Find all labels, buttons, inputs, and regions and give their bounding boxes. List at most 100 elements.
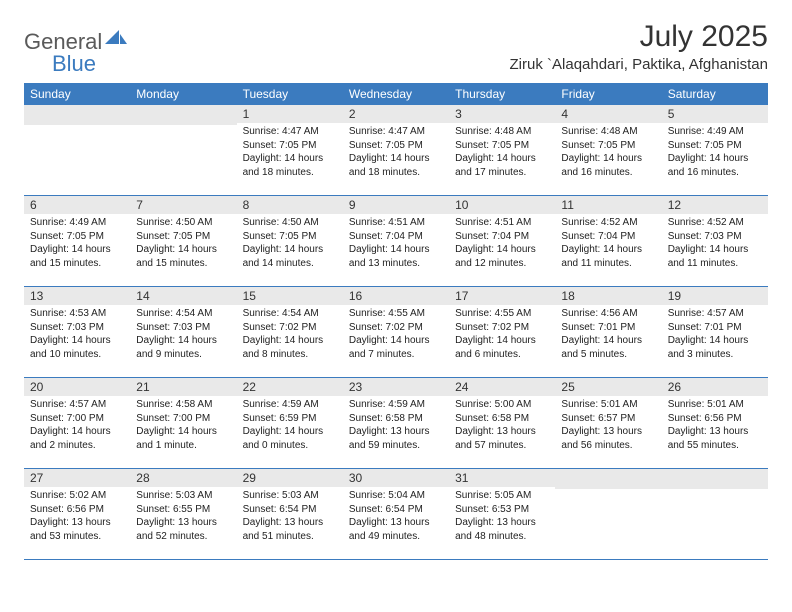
sunset-text: Sunset: 7:03 PM (668, 230, 762, 244)
day-number: 2 (343, 105, 449, 123)
month-title: July 2025 (510, 20, 768, 54)
daylight-text: Daylight: 14 hours and 13 minutes. (349, 243, 443, 270)
calendar-cell: 10Sunrise: 4:51 AMSunset: 7:04 PMDayligh… (449, 196, 555, 287)
day-details: Sunrise: 4:48 AMSunset: 7:05 PMDaylight:… (555, 123, 661, 183)
day-header: Tuesday (237, 83, 343, 105)
daylight-text: Daylight: 14 hours and 6 minutes. (455, 334, 549, 361)
day-details: Sunrise: 4:47 AMSunset: 7:05 PMDaylight:… (237, 123, 343, 183)
calendar-cell: 30Sunrise: 5:04 AMSunset: 6:54 PMDayligh… (343, 469, 449, 560)
day-details: Sunrise: 4:56 AMSunset: 7:01 PMDaylight:… (555, 305, 661, 365)
sunset-text: Sunset: 6:54 PM (243, 503, 337, 517)
sunrise-text: Sunrise: 5:01 AM (668, 398, 762, 412)
day-details: Sunrise: 5:03 AMSunset: 6:54 PMDaylight:… (237, 487, 343, 547)
day-details: Sunrise: 5:00 AMSunset: 6:58 PMDaylight:… (449, 396, 555, 456)
day-details: Sunrise: 4:53 AMSunset: 7:03 PMDaylight:… (24, 305, 130, 365)
daylight-text: Daylight: 13 hours and 53 minutes. (30, 516, 124, 543)
daylight-text: Daylight: 13 hours and 51 minutes. (243, 516, 337, 543)
calendar-cell: 23Sunrise: 4:59 AMSunset: 6:58 PMDayligh… (343, 378, 449, 469)
sunset-text: Sunset: 6:59 PM (243, 412, 337, 426)
daylight-text: Daylight: 13 hours and 55 minutes. (668, 425, 762, 452)
day-number: 8 (237, 196, 343, 214)
sunrise-text: Sunrise: 4:52 AM (561, 216, 655, 230)
calendar-cell: 28Sunrise: 5:03 AMSunset: 6:55 PMDayligh… (130, 469, 236, 560)
sunset-text: Sunset: 7:03 PM (30, 321, 124, 335)
sunrise-text: Sunrise: 4:47 AM (349, 125, 443, 139)
day-details: Sunrise: 5:01 AMSunset: 6:56 PMDaylight:… (662, 396, 768, 456)
calendar-cell: 2Sunrise: 4:47 AMSunset: 7:05 PMDaylight… (343, 105, 449, 196)
sunset-text: Sunset: 7:05 PM (30, 230, 124, 244)
sunrise-text: Sunrise: 4:58 AM (136, 398, 230, 412)
sunset-text: Sunset: 7:04 PM (455, 230, 549, 244)
sunset-text: Sunset: 7:04 PM (349, 230, 443, 244)
day-number: 3 (449, 105, 555, 123)
day-number: 17 (449, 287, 555, 305)
sunrise-text: Sunrise: 4:50 AM (243, 216, 337, 230)
calendar-cell: 12Sunrise: 4:52 AMSunset: 7:03 PMDayligh… (662, 196, 768, 287)
day-number-bar (130, 105, 236, 125)
daylight-text: Daylight: 14 hours and 8 minutes. (243, 334, 337, 361)
daylight-text: Daylight: 14 hours and 17 minutes. (455, 152, 549, 179)
day-details: Sunrise: 4:57 AMSunset: 7:01 PMDaylight:… (662, 305, 768, 365)
day-details: Sunrise: 4:55 AMSunset: 7:02 PMDaylight:… (449, 305, 555, 365)
daylight-text: Daylight: 13 hours and 56 minutes. (561, 425, 655, 452)
sunrise-text: Sunrise: 4:55 AM (455, 307, 549, 321)
day-details: Sunrise: 4:51 AMSunset: 7:04 PMDaylight:… (449, 214, 555, 274)
sunrise-text: Sunrise: 4:48 AM (561, 125, 655, 139)
day-number: 27 (24, 469, 130, 487)
calendar-cell (24, 105, 130, 196)
day-number: 20 (24, 378, 130, 396)
daylight-text: Daylight: 14 hours and 15 minutes. (136, 243, 230, 270)
day-number: 18 (555, 287, 661, 305)
day-number: 21 (130, 378, 236, 396)
calendar-cell: 4Sunrise: 4:48 AMSunset: 7:05 PMDaylight… (555, 105, 661, 196)
day-details: Sunrise: 4:49 AMSunset: 7:05 PMDaylight:… (24, 214, 130, 274)
day-number: 31 (449, 469, 555, 487)
sunrise-text: Sunrise: 4:57 AM (30, 398, 124, 412)
daylight-text: Daylight: 13 hours and 48 minutes. (455, 516, 549, 543)
day-number: 23 (343, 378, 449, 396)
sunrise-text: Sunrise: 4:50 AM (136, 216, 230, 230)
day-details: Sunrise: 5:04 AMSunset: 6:54 PMDaylight:… (343, 487, 449, 547)
sunset-text: Sunset: 7:01 PM (561, 321, 655, 335)
day-number: 30 (343, 469, 449, 487)
calendar-cell: 1Sunrise: 4:47 AMSunset: 7:05 PMDaylight… (237, 105, 343, 196)
daylight-text: Daylight: 14 hours and 10 minutes. (30, 334, 124, 361)
sunrise-text: Sunrise: 5:01 AM (561, 398, 655, 412)
sunset-text: Sunset: 6:58 PM (455, 412, 549, 426)
sunrise-text: Sunrise: 4:56 AM (561, 307, 655, 321)
sunrise-text: Sunrise: 5:02 AM (30, 489, 124, 503)
calendar-page: General Blue July 2025 Ziruk `Alaqahdari… (0, 0, 792, 580)
calendar-cell: 20 Sunrise: 4:57 AMSunset: 7:00 PMDayligh… (24, 378, 130, 469)
day-number-bar (555, 469, 661, 489)
day-number: 9 (343, 196, 449, 214)
calendar-cell: 3Sunrise: 4:48 AMSunset: 7:05 PMDaylight… (449, 105, 555, 196)
daylight-text: Daylight: 13 hours and 52 minutes. (136, 516, 230, 543)
calendar-cell: 5Sunrise: 4:49 AMSunset: 7:05 PMDaylight… (662, 105, 768, 196)
sunset-text: Sunset: 7:01 PM (668, 321, 762, 335)
day-details: Sunrise: 4:52 AMSunset: 7:03 PMDaylight:… (662, 214, 768, 274)
daylight-text: Daylight: 14 hours and 18 minutes. (349, 152, 443, 179)
day-number: 15 (237, 287, 343, 305)
sunset-text: Sunset: 7:05 PM (243, 230, 337, 244)
day-details: Sunrise: 4:50 AMSunset: 7:05 PMDaylight:… (130, 214, 236, 274)
day-number: 6 (24, 196, 130, 214)
day-number: 5 (662, 105, 768, 123)
brand-sail-icon (105, 28, 127, 49)
daylight-text: Daylight: 13 hours and 49 minutes. (349, 516, 443, 543)
daylight-text: Daylight: 14 hours and 15 minutes. (30, 243, 124, 270)
sunrise-text: Sunrise: 5:04 AM (349, 489, 443, 503)
sunrise-text: Sunrise: 4:59 AM (243, 398, 337, 412)
day-number: 1 (237, 105, 343, 123)
calendar-cell: 24Sunrise: 5:00 AMSunset: 6:58 PMDayligh… (449, 378, 555, 469)
calendar-cell: 21Sunrise: 4:58 AMSunset: 7:00 PMDayligh… (130, 378, 236, 469)
sunrise-text: Sunrise: 5:00 AM (455, 398, 549, 412)
calendar-cell: 6Sunrise: 4:49 AMSunset: 7:05 PMDaylight… (24, 196, 130, 287)
title-block: July 2025 Ziruk `Alaqahdari, Paktika, Af… (510, 20, 768, 73)
sunrise-text: Sunrise: 4:49 AM (668, 125, 762, 139)
sunset-text: Sunset: 7:00 PM (30, 412, 124, 426)
day-details: Sunrise: 5:03 AMSunset: 6:55 PMDaylight:… (130, 487, 236, 547)
daylight-text: Daylight: 14 hours and 2 minutes. (30, 425, 124, 452)
sunset-text: Sunset: 7:02 PM (349, 321, 443, 335)
daylight-text: Daylight: 14 hours and 0 minutes. (243, 425, 337, 452)
daylight-text: Daylight: 14 hours and 18 minutes. (243, 152, 337, 179)
